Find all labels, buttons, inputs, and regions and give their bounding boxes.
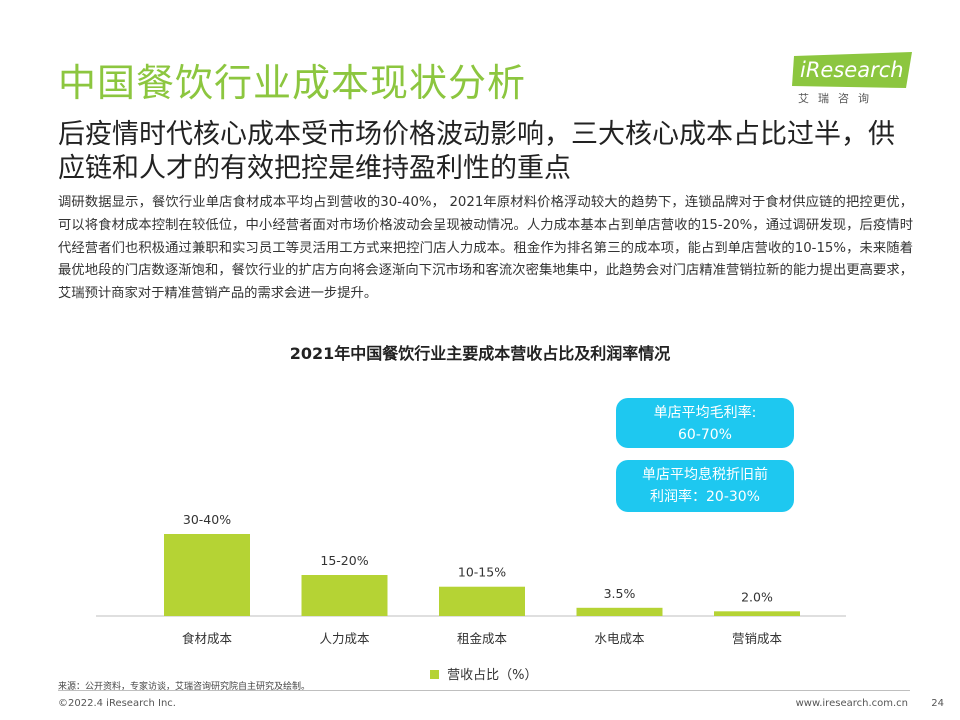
ebitda-margin-label: 单店平均息税折旧前 xyxy=(642,467,768,483)
website-link[interactable]: www.iresearch.com.cn xyxy=(795,698,908,709)
data-label-2: 15-20% xyxy=(320,553,368,568)
bar-4 xyxy=(576,607,663,616)
chart-legend: 营收占比（%） xyxy=(430,664,538,683)
data-label-1: 30-40% xyxy=(183,512,231,527)
logo-badge-shape xyxy=(792,52,912,88)
x-tick-label-3: 租金成本 xyxy=(457,631,508,646)
ebitda-margin-value: 利润率：20-30% xyxy=(650,489,760,505)
bar-5 xyxy=(714,611,800,616)
chart-title: 2021年中国餐饮行业主要成本营收占比及利润率情况 xyxy=(289,344,671,363)
x-tick-label-4: 水电成本 xyxy=(594,631,645,646)
iresearch-logo: iResearch 艾瑞咨询 xyxy=(792,52,922,114)
slide-title: 中国餐饮行业成本现状分析 xyxy=(58,61,527,105)
copyright: ©2022.4 iResearch Inc. xyxy=(58,698,176,709)
source-note: 来源：公开资料，专家访谈，艾瑞咨询研究院自主研究及绘制。 xyxy=(58,682,311,692)
bar-2 xyxy=(301,575,388,616)
legend-swatch xyxy=(430,670,439,679)
bar-1 xyxy=(164,534,250,616)
bar-3 xyxy=(439,586,525,616)
gross-margin-value: 60-70% xyxy=(678,427,732,443)
logo-sub-text: 艾瑞咨询 xyxy=(798,92,878,105)
headline: 后疫情时代核心成本受市场价格波动影响，三大核心成本占比过半，供应链和人才的有效把… xyxy=(58,119,895,184)
data-label-3: 10-15% xyxy=(458,565,506,580)
data-label-4: 3.5% xyxy=(604,586,636,601)
legend-label: 营收占比（%） xyxy=(447,668,538,683)
x-tick-label-2: 人力成本 xyxy=(319,631,370,646)
gross-margin-callout: 单店平均毛利率: 60-70% xyxy=(616,398,794,448)
footer-divider xyxy=(58,690,910,691)
x-tick-label-1: 食材成本 xyxy=(182,631,233,646)
ebitda-margin-callout: 单店平均息税折旧前 利润率：20-30% xyxy=(616,460,794,512)
data-label-5: 2.0% xyxy=(741,589,773,604)
page-number: 24 xyxy=(931,698,944,709)
logo-brand-text: iResearch xyxy=(800,58,904,82)
x-tick-label-5: 营销成本 xyxy=(732,631,783,646)
gross-margin-label: 单店平均毛利率: xyxy=(653,405,757,421)
body-paragraph: 调研数据显示，餐饮行业单店食材成本平均占到营收的30-40%， 2021年原材料… xyxy=(58,195,913,302)
